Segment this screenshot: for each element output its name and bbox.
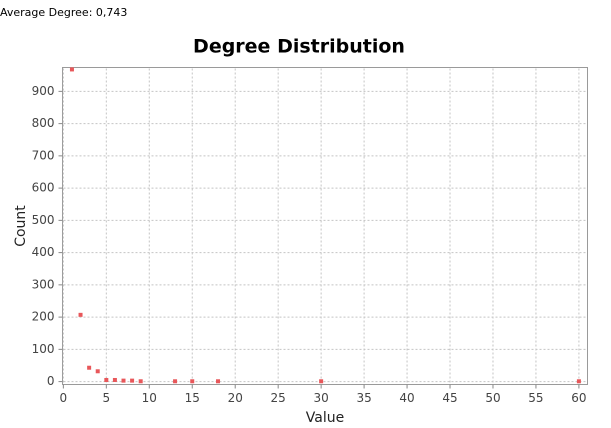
x-tick-label: 45 [442,391,457,405]
y-tick-label: 800 [32,116,55,130]
y-axis-label: Count [13,205,29,247]
point [69,67,74,72]
x-tick-label: 0 [60,391,68,405]
x-tick-label: 25 [271,391,286,405]
chart-title: Degree Distribution [193,36,405,58]
point [138,379,143,384]
y-tick-label: 400 [32,245,55,259]
y-tick-label: 700 [32,148,55,162]
x-tick-label: 30 [313,391,328,405]
x-tick-label: 60 [571,391,586,405]
x-tick-label: 5 [103,391,111,405]
x-tick-label: 10 [142,391,157,405]
point [190,379,195,384]
y-tick-label: 0 [47,374,55,388]
point [78,312,83,317]
x-tick-label: 55 [528,391,543,405]
x-tick-label: 40 [399,391,414,405]
point [130,378,135,383]
y-tick-label: 500 [32,213,55,227]
x-axis-label: Value [306,410,344,426]
point [95,369,100,374]
point [104,377,109,382]
point [216,379,221,384]
x-tick-label: 35 [356,391,371,405]
point [87,365,92,370]
y-tick-label: 300 [32,277,55,291]
x-tick-label: 20 [228,391,243,405]
average-degree: Average Degree: 0,743 [0,6,127,19]
x-tick-label: 15 [185,391,200,405]
point [121,378,126,383]
point [112,377,117,382]
y-tick-label: 900 [32,84,55,98]
point [173,379,178,384]
point [576,379,581,384]
y-tick-label: 200 [32,310,55,324]
y-tick-label: 600 [32,181,55,195]
x-tick-label: 50 [485,391,500,405]
point [319,379,324,384]
y-tick-label: 100 [32,342,55,356]
plot-area [62,67,588,385]
